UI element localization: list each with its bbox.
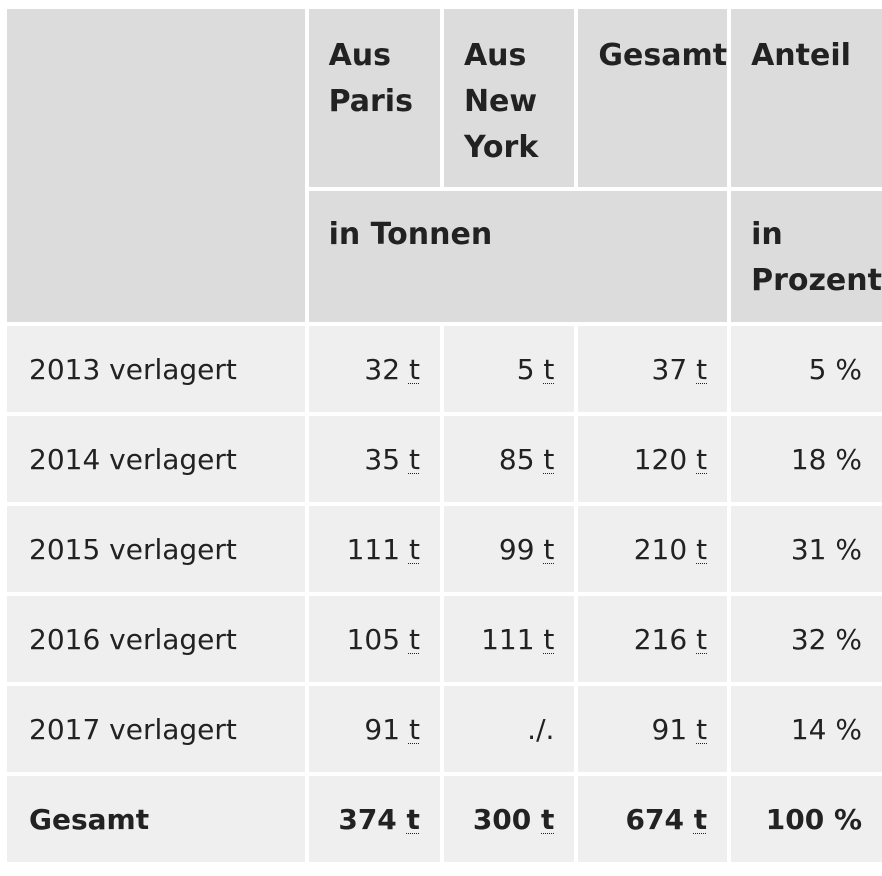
cell-gesamt-value: 120	[633, 442, 688, 476]
header-anteil: Anteil	[731, 9, 882, 187]
unit-tonnes-abbr: t	[408, 442, 420, 476]
cell-gesamt: 120 t	[578, 416, 728, 502]
cell-gesamt-value: 674	[625, 802, 684, 836]
cell-paris: 374 t	[308, 776, 440, 862]
cell-paris-value: 105	[346, 622, 401, 656]
header-aus-paris: Aus Paris	[308, 9, 440, 187]
row-label: 2013 verlagert	[7, 326, 305, 412]
cell-anteil: 32 %	[731, 596, 882, 682]
unit-tonnes-abbr: t	[408, 712, 420, 746]
header-aus-paris-label: Aus Paris	[328, 38, 413, 119]
table-row: 2016 verlagert 105 t 111 t 216 t 32 %	[7, 596, 882, 682]
cell-newyork: ./.	[443, 686, 575, 772]
unit-tonnes-abbr: t	[696, 442, 708, 476]
cell-newyork-value: ./.	[527, 712, 555, 746]
cell-paris-value: 111	[346, 532, 401, 566]
cell-gesamt: 37 t	[578, 326, 728, 412]
cell-paris: 35 t	[308, 416, 440, 502]
row-label: 2014 verlagert	[7, 416, 305, 502]
cell-paris: 91 t	[308, 686, 440, 772]
cell-newyork-value: 111	[481, 622, 535, 656]
header-unit-percent-label: in Prozent	[751, 217, 882, 298]
cell-paris: 105 t	[308, 596, 440, 682]
cell-newyork-value: 99	[498, 532, 535, 566]
unit-tonnes-abbr: t	[543, 532, 555, 566]
cell-paris: 32 t	[308, 326, 440, 412]
unit-tonnes-abbr: t	[693, 802, 708, 836]
unit-tonnes-abbr: t	[696, 712, 708, 746]
cell-newyork: 300 t	[443, 776, 575, 862]
cell-newyork-value: 300	[472, 802, 532, 836]
header-anteil-label: Anteil	[751, 38, 851, 73]
unit-tonnes-abbr: t	[408, 532, 420, 566]
cell-paris: 111 t	[308, 506, 440, 592]
cell-newyork-value: 5	[516, 352, 535, 386]
cell-anteil: 100 %	[731, 776, 882, 862]
cell-anteil: 18 %	[731, 416, 882, 502]
unit-tonnes-abbr: t	[543, 442, 555, 476]
header-aus-new-york-label: Aus New York	[463, 38, 539, 165]
header-unit-percent: in Prozent	[731, 191, 882, 322]
cell-paris-value: 35	[364, 442, 401, 476]
relocation-table: Aus Paris Aus New York Gesamt Anteil in …	[3, 5, 882, 866]
cell-gesamt: 674 t	[578, 776, 728, 862]
unit-tonnes-abbr: t	[696, 352, 708, 386]
header-aus-new-york: Aus New York	[443, 9, 575, 187]
cell-anteil: 5 %	[731, 326, 882, 412]
cell-paris-value: 91	[364, 712, 401, 746]
cell-anteil: 14 %	[731, 686, 882, 772]
unit-tonnes-abbr: t	[543, 352, 555, 386]
table-row: 2017 verlagert 91 t ./. 91 t 14 %	[7, 686, 882, 772]
cell-newyork-value: 85	[498, 442, 535, 476]
cell-newyork: 99 t	[443, 506, 575, 592]
cell-paris-value: 32	[364, 352, 401, 386]
table-row: 2015 verlagert 111 t 99 t 210 t 31 %	[7, 506, 882, 592]
unit-tonnes-abbr: t	[543, 622, 555, 656]
header-row-units: in Tonnen in Prozent	[7, 191, 882, 322]
table-row: 2014 verlagert 35 t 85 t 120 t 18 %	[7, 416, 882, 502]
cell-newyork: 111 t	[443, 596, 575, 682]
row-label: Gesamt	[7, 776, 305, 862]
unit-tonnes-abbr: t	[696, 622, 708, 656]
cell-anteil: 31 %	[731, 506, 882, 592]
row-label: 2017 verlagert	[7, 686, 305, 772]
cell-gesamt: 216 t	[578, 596, 728, 682]
header-unit-tonnes: in Tonnen	[308, 191, 728, 322]
unit-tonnes-abbr: t	[541, 802, 555, 836]
table-row-total: Gesamt 374 t 300 t 674 t 100 %	[7, 776, 882, 862]
data-table-container: Aus Paris Aus New York Gesamt Anteil in …	[7, 9, 882, 862]
cell-gesamt-value: 91	[651, 712, 688, 746]
cell-gesamt-value: 216	[633, 622, 688, 656]
header-unit-tonnes-label: in Tonnen	[328, 217, 493, 252]
table-header: Aus Paris Aus New York Gesamt Anteil in …	[7, 9, 882, 322]
cell-paris-value: 374	[338, 802, 397, 836]
row-label: 2015 verlagert	[7, 506, 305, 592]
header-gesamt: Gesamt	[578, 9, 728, 187]
unit-tonnes-abbr: t	[406, 802, 420, 836]
cell-gesamt: 210 t	[578, 506, 728, 592]
header-row-titles: Aus Paris Aus New York Gesamt Anteil	[7, 9, 882, 322]
row-label: 2016 verlagert	[7, 596, 305, 682]
header-gesamt-label: Gesamt	[598, 38, 728, 73]
cell-newyork: 85 t	[443, 416, 575, 502]
header-corner-cell	[7, 9, 305, 322]
cell-gesamt-value: 210	[633, 532, 688, 566]
unit-tonnes-abbr: t	[696, 532, 708, 566]
unit-tonnes-abbr: t	[408, 352, 420, 386]
cell-gesamt-value: 37	[651, 352, 688, 386]
unit-tonnes-abbr: t	[408, 622, 420, 656]
cell-gesamt: 91 t	[578, 686, 728, 772]
cell-newyork: 5 t	[443, 326, 575, 412]
